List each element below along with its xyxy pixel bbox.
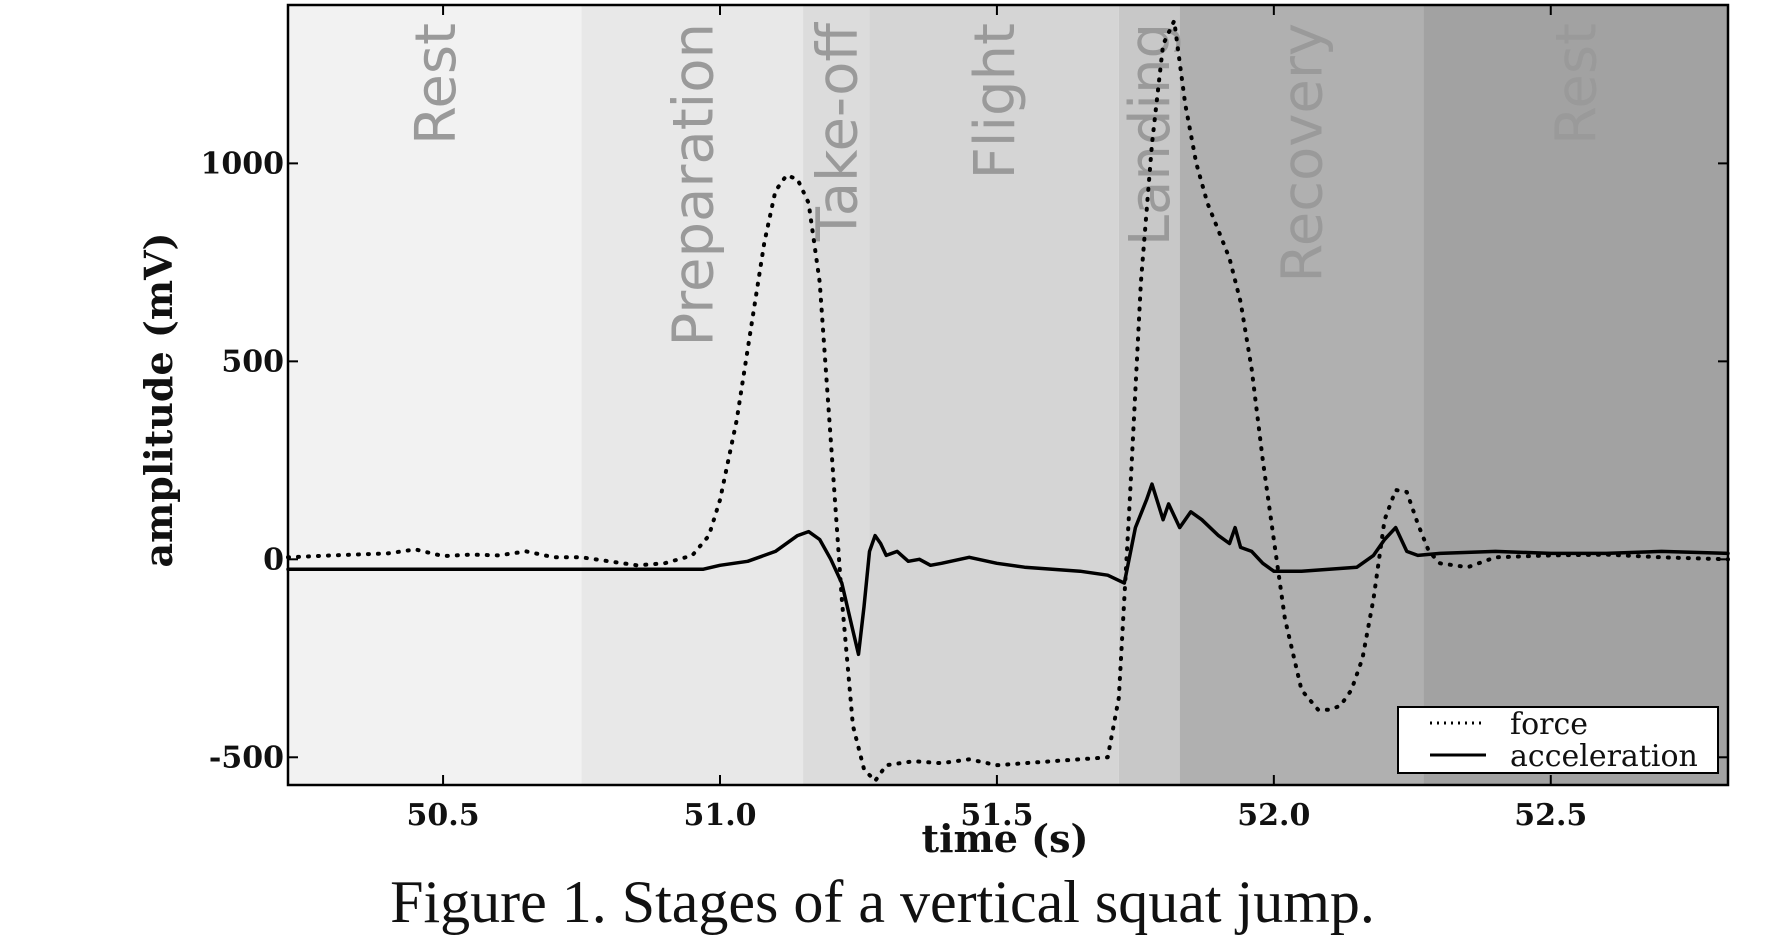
stage-label-2: Take-off [805,22,870,243]
figure-caption: Figure 1. Stages of a vertical squat jum… [390,869,1375,935]
x-tick-label: 51.0 [683,798,756,833]
stage-labels: Rest Preparation Take-off Flight Landing Reco… [404,22,1610,347]
legend: force acceleration [1397,706,1719,774]
stage-band-5 [1179,5,1424,785]
stage-label-0: Rest [404,23,469,145]
legend-label-acceleration: acceleration [1510,739,1698,774]
stage-band-6 [1423,5,1728,785]
legend-label-force: force [1510,707,1588,742]
y-tick-label: 1000 [201,146,285,181]
x-tick-label: 52.5 [1514,798,1587,833]
stage-label-6: Rest [1545,23,1610,145]
x-axis-ticks: 50.5 51.0 51.5 52.0 52.5 [407,5,1587,833]
plot-lines [286,18,1730,783]
stage-label-1: Preparation [661,23,726,347]
stage-label-5: Recovery [1271,23,1336,283]
plot-frame [286,3,1730,787]
stage-bands [288,5,1728,785]
x-tick-label: 51.5 [960,798,1033,833]
y-tick-label: 500 [221,344,284,379]
y-tick-label: 0 [263,542,284,577]
chart: Rest Preparation Take-off Flight Landing Reco… [136,3,1730,860]
series-line-force [286,18,1730,783]
stage-label-3: Flight [963,23,1028,179]
x-axis-label: time (s) [922,816,1089,860]
stage-band-4 [1118,5,1180,785]
stage-band-1 [581,5,804,785]
stage-band-3 [869,5,1119,785]
y-tick-label: -500 [209,740,284,775]
x-tick-label: 52.0 [1237,798,1310,833]
stage-band-0 [288,5,582,785]
x-tick-label: 50.5 [407,798,480,833]
y-axis-label: amplitude (mV) [136,232,181,567]
y-axis-ticks: -500 0 500 1000 [201,146,1728,775]
legend-box [1397,706,1719,774]
stage-label-4: Landing [1118,23,1183,246]
series-line-acceleration [286,482,1730,657]
